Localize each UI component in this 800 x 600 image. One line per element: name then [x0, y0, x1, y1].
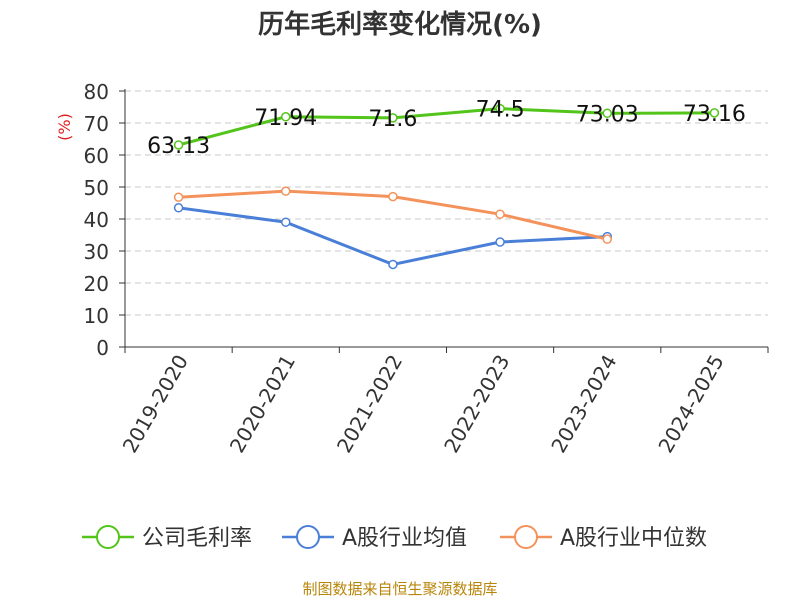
- x-tick-label: 2019-2020: [118, 351, 193, 457]
- y-tick-label: 20: [84, 272, 109, 296]
- data-point: [281, 186, 291, 196]
- data-point: [602, 234, 612, 244]
- chart-title: 历年毛利率变化情况(%): [258, 10, 542, 40]
- x-tick-label: 2021-2022: [332, 351, 407, 457]
- y-tick-label: 80: [84, 80, 109, 104]
- data-label: 74.5: [476, 98, 525, 123]
- data-point: [173, 140, 184, 150]
- data-point: [709, 108, 720, 118]
- data-label: 63.13: [147, 134, 210, 159]
- y-tick-label: 30: [84, 240, 109, 264]
- data-label: 73.03: [576, 102, 639, 127]
- legend-marker: [514, 525, 538, 549]
- x-tick-label: 2020-2021: [225, 351, 300, 457]
- legend-marker: [96, 525, 120, 549]
- y-tick-label: 60: [84, 144, 109, 168]
- data-point: [388, 113, 398, 123]
- y-tick-label: 10: [84, 304, 109, 328]
- data-point: [173, 192, 184, 202]
- data-point: [388, 191, 398, 202]
- legend-label: A股行业均值: [342, 526, 467, 551]
- data-label: 71.94: [254, 106, 317, 131]
- x-tick-label: 2023-2024: [546, 351, 621, 457]
- legend-marker: [296, 525, 320, 549]
- x-tick-label: 2022-2023: [439, 351, 514, 457]
- y-tick-label: 70: [84, 112, 109, 136]
- series-line: [178, 107, 715, 147]
- data-point: [495, 103, 505, 114]
- data-label: 73.16: [683, 102, 746, 127]
- data-point: [173, 203, 184, 213]
- y-axis-label: (%): [55, 113, 74, 141]
- series-line: [178, 206, 608, 267]
- legend-label: A股行业中位数: [560, 526, 707, 551]
- y-tick-label: 0: [96, 336, 109, 360]
- y-tick-label: 40: [84, 208, 109, 232]
- data-point: [495, 209, 505, 219]
- data-point: [495, 237, 505, 247]
- data-point: [281, 217, 291, 227]
- data-point: [388, 259, 398, 270]
- source-text: 制图数据来自恒生聚源数据库: [302, 580, 498, 598]
- data-point: [281, 112, 291, 122]
- y-tick-label: 50: [84, 176, 109, 200]
- data-label: 71.6: [368, 107, 417, 132]
- data-point: [602, 108, 612, 119]
- x-tick-label: 2024-2025: [653, 351, 728, 457]
- legend-label: 公司毛利率: [142, 526, 252, 551]
